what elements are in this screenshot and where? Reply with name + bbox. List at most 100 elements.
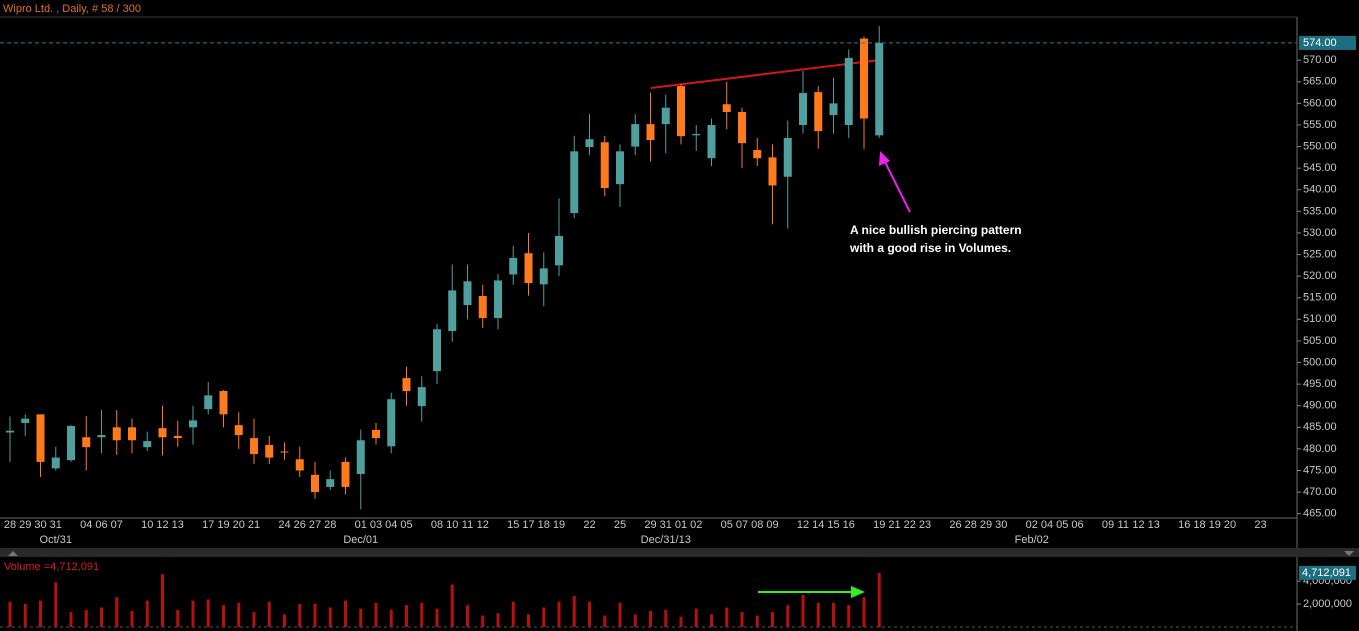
x-tick-label: 09	[1102, 519, 1114, 531]
candle-body	[707, 124, 716, 159]
volume-bar	[23, 604, 27, 627]
candle-body	[738, 112, 746, 144]
volume-bar	[496, 613, 500, 627]
volume-bar	[633, 614, 637, 627]
x-tick-label: 10	[446, 519, 458, 531]
y-tick-label: 500.00	[1303, 356, 1337, 368]
x-tick-label: 08	[751, 519, 763, 531]
candle-body	[555, 235, 563, 266]
x-tick-label: 14	[812, 519, 824, 531]
y-tick-label: 570.00	[1303, 54, 1337, 66]
x-period-label: Feb/02	[1015, 534, 1049, 546]
volume-bar	[252, 612, 256, 627]
volume-bar	[374, 602, 378, 627]
candle-body	[128, 427, 136, 441]
volume-bar	[69, 612, 73, 627]
candle-body	[799, 93, 807, 125]
volume-bar	[877, 572, 881, 627]
volume-bar	[328, 607, 332, 627]
candle-body	[402, 378, 411, 392]
x-tick-label: 08	[431, 519, 443, 531]
candle-body	[844, 58, 853, 125]
volume-bar	[649, 610, 652, 627]
volume-bar	[191, 600, 195, 627]
candle-body	[692, 134, 701, 136]
x-tick-label: 20	[233, 519, 245, 531]
x-tick-label: 02	[690, 519, 702, 531]
y-tick-label: 560.00	[1303, 97, 1337, 109]
x-tick-label: 28	[4, 519, 16, 531]
pane-separator	[0, 548, 1359, 557]
volume-bar	[283, 614, 286, 627]
x-tick-label: 01	[355, 519, 367, 531]
y-tick-label: 520.00	[1303, 270, 1337, 282]
volume-bar	[130, 610, 134, 627]
volume-bar	[862, 597, 866, 627]
volume-bar	[298, 604, 302, 627]
volume-bar	[542, 607, 546, 627]
volume-bar	[557, 601, 561, 627]
volume-bar	[145, 600, 149, 627]
volume-bar	[344, 600, 347, 627]
y-tick-label: 485.00	[1303, 421, 1337, 433]
x-tick-label: 11	[1118, 519, 1129, 531]
candle-body	[722, 104, 731, 113]
last-price-label: 574.00	[1303, 37, 1337, 49]
candle-body	[173, 435, 182, 439]
candle-body	[829, 103, 838, 116]
volume-bar	[176, 609, 180, 627]
y-tick-label: 535.00	[1303, 205, 1337, 217]
last-volume-box	[1299, 565, 1356, 580]
volume-bar	[466, 605, 469, 627]
y-tick-label: 495.00	[1303, 378, 1337, 390]
candle-body	[189, 420, 197, 428]
candle-body	[372, 429, 380, 439]
candle-body	[814, 92, 823, 132]
volume-bar	[786, 605, 790, 627]
arrow-head	[851, 586, 865, 598]
volume-bar	[572, 596, 576, 627]
x-period-label: Dec/31/13	[641, 534, 691, 546]
candle-body	[646, 124, 655, 141]
volume-bar	[237, 602, 241, 627]
x-period-label: Dec/01	[343, 534, 378, 546]
last-price-box	[1299, 35, 1356, 50]
volume-bar	[603, 615, 607, 627]
x-tick-label: 23	[919, 519, 931, 531]
x-tick-label: 18	[538, 519, 550, 531]
x-tick-label: 21	[248, 519, 260, 531]
candle-body	[875, 42, 884, 136]
candle-body	[97, 435, 106, 438]
x-tick-label: 23	[1254, 519, 1266, 531]
x-tick-label: 20	[1224, 519, 1236, 531]
y-tick-label: 465.00	[1303, 508, 1337, 520]
volume-bar	[679, 616, 683, 627]
candle-body	[478, 296, 487, 319]
annotation-arrow	[883, 159, 911, 213]
candle-body	[265, 445, 274, 458]
x-tick-label: 25	[614, 519, 626, 531]
annotation: with a good rise in Volumes.	[849, 241, 1011, 255]
x-tick-label: 29	[644, 519, 656, 531]
x-tick-label: 24	[278, 519, 290, 531]
candle-body	[463, 281, 472, 306]
volume-bar	[8, 601, 12, 627]
y-tick-label: 510.00	[1303, 313, 1337, 325]
x-tick-label: 06	[1071, 519, 1083, 531]
x-tick-label: 03	[370, 519, 382, 531]
volume-bar	[618, 602, 622, 627]
x-tick-label: 28	[324, 519, 336, 531]
x-tick-label: 11	[462, 519, 473, 531]
candle-body	[417, 387, 426, 407]
x-tick-label: 30	[34, 519, 46, 531]
x-tick-label: 16	[1178, 519, 1190, 531]
candle-body	[82, 437, 91, 448]
candle-body	[67, 426, 75, 461]
y-tick-label: 475.00	[1303, 464, 1337, 476]
candle-body	[326, 479, 335, 487]
x-tick-label: 19	[553, 519, 565, 531]
x-tick-label: 17	[522, 519, 534, 531]
candle-body	[768, 157, 777, 186]
x-tick-label: 29	[980, 519, 992, 531]
x-tick-label: 02	[1026, 519, 1038, 531]
